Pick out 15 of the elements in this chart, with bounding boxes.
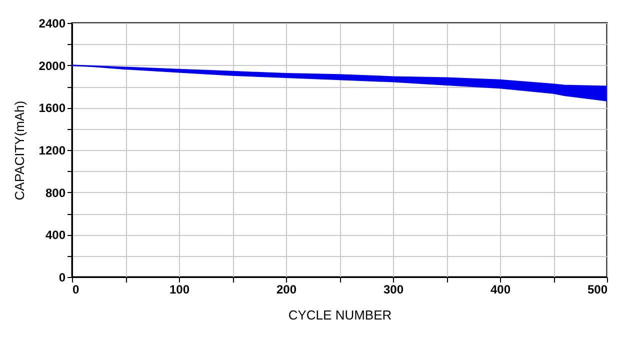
x-axis-title: CYCLE NUMBER	[288, 308, 392, 322]
x-tick-label: 200	[276, 282, 297, 296]
y-tick-label: 400	[45, 228, 66, 242]
x-tick-label: 300	[383, 282, 404, 296]
y-tick-label: 0	[58, 270, 66, 284]
y-axis-title: CAPACITY(mAh)	[12, 100, 27, 200]
y-tick-label: 2000	[38, 58, 66, 73]
x-tick-label: 500	[587, 282, 608, 296]
x-tick-label: 0	[72, 282, 80, 296]
x-tick-label: 100	[169, 282, 190, 296]
y-tick-label: 1600	[38, 101, 66, 116]
y-tick-label: 800	[45, 186, 66, 200]
y-tick-label: 2400	[38, 16, 66, 30]
x-tick-label: 400	[490, 282, 511, 296]
y-tick-label: 1200	[38, 144, 66, 158]
